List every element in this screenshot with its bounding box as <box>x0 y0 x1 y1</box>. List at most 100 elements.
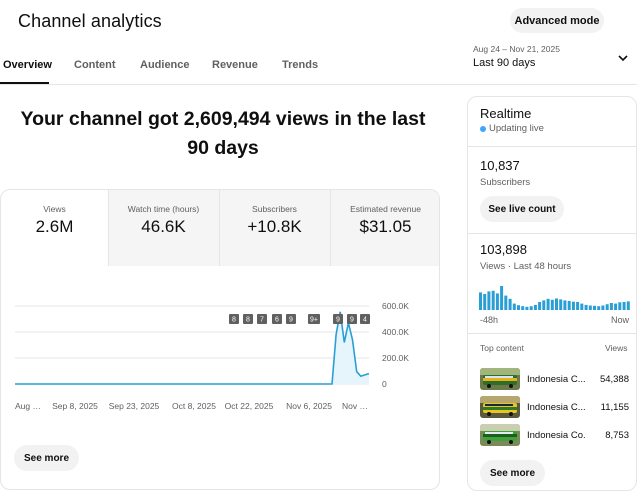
realtime-bar <box>597 306 601 310</box>
metric-estimated-revenue[interactable]: Estimated revenue $31.05 <box>330 190 439 266</box>
video-marker-label: 6 <box>275 317 279 324</box>
top-content-item[interactable]: Indonesia C... 54,388 <box>480 368 630 390</box>
see-live-count-button[interactable]: See live count <box>480 196 564 222</box>
advanced-mode-button[interactable]: Advanced mode <box>510 8 604 33</box>
video-marker-label: 4 <box>363 317 367 324</box>
tab-revenue[interactable]: Revenue <box>212 59 258 71</box>
metric-views[interactable]: Views 2.6M <box>1 190 108 266</box>
realtime-bar <box>571 301 575 310</box>
video-marker-badge <box>308 314 320 324</box>
x-tick-label: Oct 8, 2025 <box>172 401 216 411</box>
metric-subscribers[interactable]: Subscribers +10.8K <box>219 190 330 266</box>
realtime-subscribers-label: Subscribers <box>480 177 531 188</box>
tab-content[interactable]: Content <box>74 59 116 71</box>
video-marker-badge <box>347 314 357 324</box>
top-content-title: Indonesia C... <box>527 402 585 413</box>
video-marker-badge <box>257 314 267 324</box>
realtime-see-more-button[interactable]: See more <box>480 460 545 486</box>
realtime-title: Realtime <box>480 106 532 121</box>
tab-audience[interactable]: Audience <box>140 59 190 71</box>
y-tick-label: 400.0K <box>382 327 409 337</box>
video-marker-badge <box>333 314 343 324</box>
video-marker-label: 9+ <box>310 317 318 324</box>
realtime-bar <box>508 298 512 310</box>
realtime-bar <box>567 301 571 310</box>
metric-divider <box>108 190 109 266</box>
top-content-header: Top content <box>480 343 524 353</box>
x-tick-label: Nov 6, 2025 <box>286 401 332 411</box>
tab-overview[interactable]: Overview <box>3 59 52 71</box>
metric-value: $31.05 <box>359 217 412 236</box>
top-content-title: Indonesia Co... <box>527 430 585 441</box>
video-marker-label: 8 <box>246 317 250 324</box>
realtime-bar <box>495 293 499 310</box>
date-range-label[interactable]: Last 90 days <box>473 57 536 69</box>
views-chart: 600.0K 400.0K 200.0K 0 8 8 7 6 9 9+ 9 9 4 Aug … Sep 8,… <box>15 301 409 411</box>
realtime-bar <box>609 303 613 310</box>
video-marker-badge <box>286 314 296 324</box>
realtime-bar <box>542 300 546 310</box>
realtime-bar <box>550 299 554 310</box>
views-headline: Your channel got 2,609,494 views in the … <box>20 108 426 159</box>
x-tick-label: Aug … <box>15 401 41 411</box>
tab-trends[interactable]: Trends <box>282 59 319 71</box>
video-marker-label: 9 <box>350 317 354 324</box>
x-tick-label: Sep 23, 2025 <box>109 401 160 411</box>
realtime-bar <box>555 298 558 310</box>
live-dot-icon <box>480 125 486 132</box>
metric-value: +10.8K <box>247 217 302 236</box>
realtime-divider <box>468 233 636 234</box>
realtime-bar <box>500 286 504 310</box>
realtime-bar <box>491 290 495 310</box>
realtime-axis-start: -48h <box>480 315 499 325</box>
realtime-status-text: Updating live <box>489 123 544 134</box>
bus-thumbnail-icon <box>480 368 520 390</box>
realtime-subscribers-value: 10,837 <box>480 158 520 173</box>
chevron-down-icon[interactable] <box>617 52 629 64</box>
x-tick-label: Sep 8, 2025 <box>52 401 98 411</box>
realtime-bar <box>563 300 567 310</box>
realtime-bar <box>517 305 520 310</box>
realtime-divider <box>468 333 636 334</box>
top-content-item[interactable]: Indonesia Co... 8,753 <box>480 424 630 446</box>
realtime-views-value: 103,898 <box>480 242 527 257</box>
metric-label: Watch time (hours) <box>127 204 200 214</box>
realtime-views-bar-chart <box>479 286 630 310</box>
realtime-status: Updating live <box>480 123 544 134</box>
realtime-bar <box>479 292 482 310</box>
y-tick-label: 200.0K <box>382 353 409 363</box>
video-marker-label: 7 <box>260 317 264 324</box>
video-marker-label: 9 <box>336 317 340 324</box>
video-marker-badge <box>272 314 282 324</box>
realtime-bar <box>576 302 580 310</box>
realtime-bar <box>584 304 588 310</box>
realtime-bar <box>521 306 525 310</box>
metric-label: Estimated revenue <box>350 204 421 214</box>
realtime-bar <box>487 291 491 310</box>
realtime-bar <box>580 303 584 310</box>
realtime-bar <box>546 298 550 310</box>
metric-watch-time[interactable]: Watch time (hours) 46.6K <box>108 190 219 266</box>
see-more-button[interactable]: See more <box>14 445 79 471</box>
page-title: Channel analytics <box>18 11 162 31</box>
video-marker-badge <box>229 314 239 324</box>
top-content-views-header: Views <box>605 343 628 353</box>
video-marker-label: 9 <box>289 317 293 324</box>
realtime-bar <box>626 301 630 310</box>
x-tick-label: Oct 22, 2025 <box>225 401 274 411</box>
realtime-bar <box>601 305 605 310</box>
top-content-item[interactable]: Indonesia C... 11,155 <box>480 396 630 418</box>
metric-value: 46.6K <box>141 217 186 236</box>
realtime-axis-end: Now <box>611 315 630 325</box>
video-marker-badge <box>360 314 370 324</box>
series-line <box>15 311 370 385</box>
x-tick-label: Nov … <box>342 401 368 411</box>
realtime-bar <box>483 294 487 310</box>
date-range-text[interactable]: Aug 24 – Nov 21, 2025 <box>473 44 560 54</box>
metric-divider <box>219 190 220 266</box>
realtime-bar <box>525 306 529 310</box>
video-marker-label: 8 <box>232 317 236 324</box>
realtime-bar <box>622 302 626 310</box>
realtime-bar <box>512 303 516 310</box>
top-content-title: Indonesia C... <box>527 374 585 385</box>
